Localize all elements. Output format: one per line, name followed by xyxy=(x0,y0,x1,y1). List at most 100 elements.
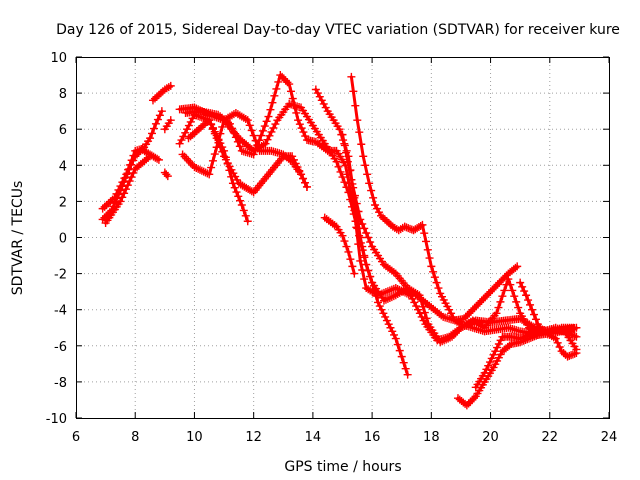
data-point xyxy=(258,126,267,135)
data-point xyxy=(231,172,240,181)
data-point xyxy=(505,341,514,350)
y-tick-label: 8 xyxy=(59,87,67,102)
data-point xyxy=(239,206,248,215)
data-point xyxy=(290,101,299,110)
data-point xyxy=(340,237,349,246)
data-point xyxy=(203,169,212,178)
data-point xyxy=(491,282,500,291)
data-point xyxy=(299,174,308,183)
data-point xyxy=(151,119,160,128)
data-point xyxy=(186,117,195,126)
data-point xyxy=(233,137,242,146)
data-point xyxy=(122,170,131,179)
data-point xyxy=(489,350,498,359)
data-point xyxy=(351,101,360,110)
data-point xyxy=(526,300,535,309)
data-point xyxy=(490,284,499,293)
data-point xyxy=(270,91,279,100)
data-point xyxy=(500,286,509,295)
data-point xyxy=(347,72,356,81)
data-point xyxy=(166,116,175,125)
data-point xyxy=(227,165,236,174)
data-point xyxy=(229,128,238,137)
data-point xyxy=(235,142,244,151)
data-point xyxy=(210,150,219,159)
data-point xyxy=(358,219,367,228)
data-point xyxy=(127,173,136,182)
data-point xyxy=(572,332,581,341)
data-point xyxy=(293,163,302,172)
data-point xyxy=(338,130,347,139)
data-point xyxy=(116,197,125,206)
data-point xyxy=(568,350,577,359)
data-point xyxy=(237,201,246,210)
data-point xyxy=(461,312,470,321)
data-point xyxy=(468,305,477,314)
data-point xyxy=(472,302,481,311)
data-point xyxy=(272,84,281,93)
data-point xyxy=(402,223,411,232)
data-point xyxy=(494,339,503,348)
data-point xyxy=(355,128,364,137)
data-point xyxy=(567,351,576,360)
data-point xyxy=(523,331,532,340)
data-point xyxy=(430,273,439,282)
data-point xyxy=(148,129,157,138)
data-point xyxy=(247,126,256,135)
data-point xyxy=(146,134,155,143)
data-point xyxy=(423,245,432,254)
data-point xyxy=(344,247,353,256)
data-point xyxy=(492,309,501,318)
series-line xyxy=(163,118,173,131)
data-point xyxy=(345,166,354,175)
data-point xyxy=(295,166,304,175)
x-tick-label: 8 xyxy=(131,430,139,445)
data-point xyxy=(360,251,369,260)
data-point xyxy=(236,196,245,205)
data-point xyxy=(350,269,359,278)
y-axis-label: SDTVAR / TECUs xyxy=(10,181,26,296)
data-point xyxy=(278,72,287,81)
data-point xyxy=(243,116,252,125)
series-arc-18 xyxy=(516,278,581,361)
data-point xyxy=(295,120,304,129)
data-point xyxy=(338,173,347,182)
data-point xyxy=(279,74,288,83)
data-point xyxy=(553,338,562,347)
data-point xyxy=(391,284,400,293)
data-point xyxy=(434,284,443,293)
y-tick-label: 10 xyxy=(50,51,67,66)
data-point xyxy=(260,122,269,131)
data-point xyxy=(528,305,537,314)
data-point xyxy=(358,242,367,251)
data-point xyxy=(365,179,374,188)
series-group xyxy=(98,71,581,410)
y-tick-label: -4 xyxy=(54,304,67,319)
data-point xyxy=(218,122,227,131)
data-point xyxy=(496,336,505,345)
data-point xyxy=(120,189,129,198)
data-point xyxy=(521,332,530,341)
data-point xyxy=(451,329,460,338)
data-point xyxy=(356,256,365,265)
data-point xyxy=(302,182,311,191)
data-point xyxy=(512,297,521,306)
data-point xyxy=(377,305,386,314)
data-point xyxy=(349,183,358,192)
data-point xyxy=(484,361,493,370)
data-point xyxy=(572,349,581,358)
data-point xyxy=(486,287,495,296)
series-line xyxy=(349,75,519,322)
data-point xyxy=(338,231,347,240)
data-point xyxy=(231,133,240,142)
data-point xyxy=(205,116,214,125)
data-point xyxy=(388,327,397,336)
series-arc-6 xyxy=(160,168,172,181)
data-point xyxy=(404,224,413,233)
data-point xyxy=(346,255,355,264)
series-arc-9 xyxy=(178,108,311,191)
series-arc-12 xyxy=(311,85,581,354)
data-point xyxy=(565,351,574,360)
data-point xyxy=(285,80,294,89)
data-point xyxy=(146,152,155,161)
